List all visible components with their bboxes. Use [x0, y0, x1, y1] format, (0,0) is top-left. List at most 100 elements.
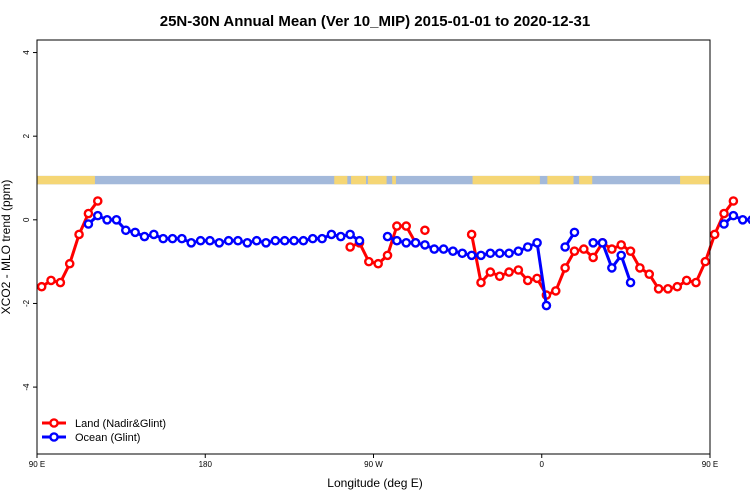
data-point	[476, 250, 486, 261]
data-point	[607, 263, 617, 273]
data-point	[261, 238, 271, 248]
data-point	[494, 248, 505, 259]
data-point	[354, 235, 365, 246]
data-point	[392, 235, 402, 246]
data-point	[317, 233, 327, 244]
y-tick-label: -2	[22, 299, 31, 307]
data-point	[588, 238, 598, 248]
y-tick-label: 2	[22, 133, 31, 138]
land-segment	[680, 175, 710, 185]
data-point	[532, 238, 542, 248]
data-point	[522, 242, 533, 252]
data-point	[401, 238, 412, 248]
data-point	[373, 258, 383, 269]
data-point	[532, 273, 542, 284]
data-point	[83, 219, 94, 229]
data-point	[289, 235, 299, 246]
data-point	[485, 248, 496, 259]
data-point	[719, 208, 729, 219]
legend: Land (Nadir&Glint) Ocean (Glint)	[42, 418, 166, 444]
x-tick-label: 90 E	[29, 460, 45, 469]
data-point	[46, 275, 56, 286]
data-point	[616, 240, 627, 250]
data-point	[653, 284, 664, 294]
data-point	[448, 246, 458, 256]
data-point	[233, 235, 243, 246]
data-point	[597, 238, 608, 248]
data-point	[130, 227, 140, 238]
x-tick-label: 90 E	[702, 460, 718, 469]
data-point	[195, 235, 206, 246]
data-point	[728, 196, 739, 206]
data-point	[214, 238, 225, 248]
data-point	[691, 277, 701, 288]
data-point	[242, 238, 253, 248]
data-point	[345, 229, 355, 240]
land-segment	[367, 175, 387, 185]
data-point	[382, 250, 393, 261]
data-point	[737, 215, 748, 225]
legend-marker	[49, 432, 59, 442]
legend-label: Ocean (Glint)	[75, 432, 140, 444]
data-point	[569, 227, 580, 238]
land-segment	[472, 175, 540, 185]
data-point	[335, 231, 346, 242]
data-point	[251, 235, 262, 246]
y-axis-title: XCO2 - MLO trend (ppm)	[0, 180, 13, 315]
data-point	[111, 215, 122, 225]
data-point	[279, 235, 290, 246]
data-point	[177, 233, 187, 244]
plot-frame	[36, 39, 711, 455]
land-segment	[351, 175, 367, 185]
data-point	[326, 229, 337, 240]
x-tick-label: 0	[540, 460, 545, 469]
data-point	[92, 210, 103, 221]
data-point	[466, 250, 477, 261]
data-point	[522, 275, 533, 286]
data-point	[120, 225, 131, 236]
x-tick-label: 180	[199, 460, 213, 469]
data-point	[579, 244, 589, 254]
data-point	[504, 248, 514, 259]
land-segment	[579, 175, 593, 185]
land-segment	[334, 175, 348, 185]
x-axis-title: Longitude (deg E)	[327, 476, 422, 490]
data-point	[392, 221, 402, 231]
data-point	[158, 233, 168, 244]
data-point	[494, 271, 505, 282]
land-segment	[37, 175, 95, 185]
land-ocean-strip	[37, 175, 710, 185]
data-point	[616, 250, 627, 261]
data-point	[635, 263, 645, 273]
data-point	[560, 242, 570, 252]
data-point	[438, 244, 449, 254]
data-point	[457, 248, 468, 259]
data-point	[382, 231, 393, 242]
series-land	[36, 196, 739, 300]
data-point	[681, 275, 692, 286]
data-point	[625, 246, 636, 256]
data-point	[672, 281, 683, 292]
data-point	[709, 229, 720, 240]
data-point	[485, 267, 496, 277]
legend-label: Land (Nadir&Glint)	[75, 418, 166, 430]
data-point	[83, 208, 94, 219]
data-point	[186, 238, 197, 248]
y-tick-label: 4	[22, 50, 31, 55]
data-point	[504, 267, 514, 277]
data-point	[644, 269, 655, 279]
data-point	[205, 235, 215, 246]
data-point	[607, 244, 617, 254]
data-point	[345, 242, 355, 252]
data-point	[410, 238, 421, 248]
data-point	[92, 196, 103, 206]
data-point	[719, 219, 729, 229]
data-point	[663, 284, 673, 294]
data-point	[401, 221, 412, 231]
data-point	[728, 210, 739, 221]
data-point	[550, 286, 561, 296]
data-point	[149, 229, 159, 240]
data-point	[466, 229, 477, 240]
